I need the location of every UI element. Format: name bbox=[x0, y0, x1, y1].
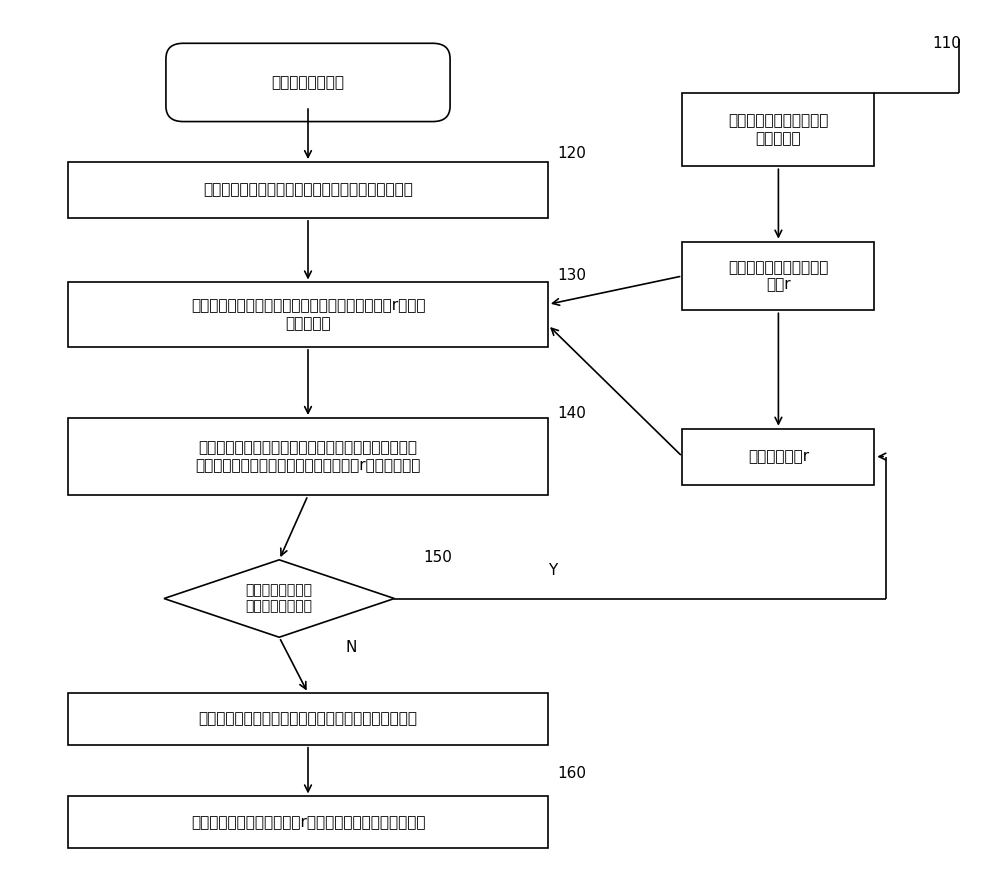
Bar bbox=[68, 282, 548, 347]
Bar bbox=[682, 93, 874, 167]
Text: 150: 150 bbox=[423, 550, 452, 564]
FancyBboxPatch shape bbox=[166, 43, 450, 122]
Text: 原始神经网络模型: 原始神经网络模型 bbox=[272, 75, 344, 90]
Text: 130: 130 bbox=[558, 269, 586, 283]
Bar bbox=[682, 428, 874, 485]
Text: 120: 120 bbox=[558, 146, 586, 161]
Bar bbox=[68, 418, 548, 495]
Bar bbox=[68, 694, 548, 745]
Polygon shape bbox=[164, 560, 394, 637]
Text: 判断训练误差是否
小于给定容忍误差: 判断训练误差是否 小于给定容忍误差 bbox=[246, 583, 313, 614]
Text: 将所述原始神经网络模型转化为定点化神经网络模型: 将所述原始神经网络模型转化为定点化神经网络模型 bbox=[203, 183, 413, 197]
Text: Y: Y bbox=[548, 563, 557, 578]
Bar bbox=[68, 797, 548, 848]
Text: 上一次训练得到的神经网络模型作为目标神经网络模型: 上一次训练得到的神经网络模型作为目标神经网络模型 bbox=[198, 711, 418, 727]
Text: 在定点化神经网络模型的每一层中注入以出错概率r为概率
发生的误差: 在定点化神经网络模型的每一层中注入以出错概率r为概率 发生的误差 bbox=[191, 298, 425, 331]
Bar bbox=[682, 242, 874, 310]
Text: 160: 160 bbox=[558, 766, 586, 780]
Text: 110: 110 bbox=[932, 36, 961, 51]
Bar bbox=[68, 162, 548, 218]
Text: 根据上一次注入的错误概率r及对应关系确定数据保持时间: 根据上一次注入的错误概率r及对应关系确定数据保持时间 bbox=[191, 814, 425, 830]
Text: 140: 140 bbox=[558, 406, 586, 421]
Text: 确定刷新周期与出错概率
的对应关系: 确定刷新周期与出错概率 的对应关系 bbox=[728, 114, 829, 146]
Text: N: N bbox=[346, 640, 357, 655]
Text: 根据对应关系确定一出错
概率r: 根据对应关系确定一出错 概率r bbox=[728, 260, 829, 292]
Text: 对注入误差后的神经网络模型进行重训练，调整权重，
使重训练得到的神经网络模型对出错概率r具有容错能力: 对注入误差后的神经网络模型进行重训练，调整权重， 使重训练得到的神经网络模型对出… bbox=[195, 441, 421, 473]
Text: 增加出错概率r: 增加出错概率r bbox=[748, 449, 809, 464]
